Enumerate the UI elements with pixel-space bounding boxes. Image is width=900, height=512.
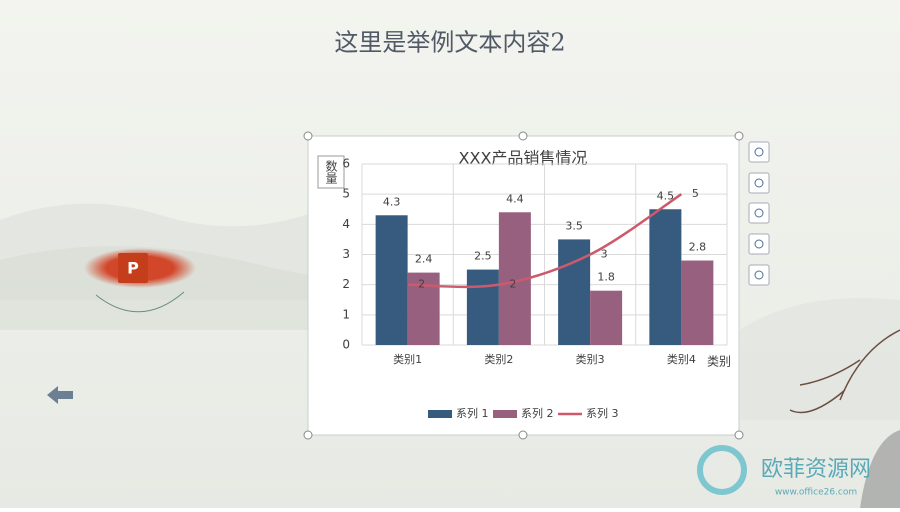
- y-label-box: [317, 155, 345, 189]
- x-tick-label: 类别4: [667, 352, 696, 366]
- data-label: 2.4: [415, 253, 433, 266]
- y-tick-label: 1: [342, 307, 350, 321]
- watermark: 欧菲资源网 www.office26.com: [697, 445, 871, 498]
- tool-icon: [754, 178, 764, 188]
- resize-handle[interactable]: [303, 430, 313, 440]
- tool-icon: [754, 147, 764, 157]
- watermark-logo: [697, 445, 747, 495]
- legend-label: 系列 3: [586, 406, 619, 420]
- x-tick-label: 类别1: [393, 352, 422, 366]
- data-label: 2.8: [689, 241, 707, 254]
- x-axis-label: 类别: [707, 355, 731, 369]
- legend-swatch: [493, 410, 517, 418]
- back-arrow[interactable]: [47, 386, 73, 404]
- branch: [789, 329, 900, 414]
- bar: [681, 260, 714, 345]
- y-tick-label: 0: [342, 338, 350, 352]
- data-label: 4.5: [657, 189, 675, 202]
- data-label: 5: [692, 187, 699, 200]
- data-label: 3: [601, 248, 608, 261]
- bar: [590, 290, 623, 345]
- tool-button[interactable]: [748, 172, 770, 194]
- data-label: 1.8: [597, 271, 615, 284]
- mountain: [740, 298, 900, 420]
- tool-button[interactable]: [748, 141, 770, 163]
- chart-title: XXX产品销售情况: [459, 149, 588, 168]
- tool-button[interactable]: [748, 202, 770, 224]
- tool-button[interactable]: [748, 264, 770, 286]
- data-label: 2.5: [474, 250, 492, 263]
- resize-handle[interactable]: [518, 430, 528, 440]
- data-label: 3.5: [565, 219, 583, 232]
- bar: [649, 209, 682, 345]
- tool-icon: [754, 270, 764, 280]
- watermark-url: www.office26.com: [775, 488, 857, 498]
- y-tick-label: 6: [342, 157, 350, 171]
- legend-label: 系列 1: [456, 406, 489, 420]
- tool-button[interactable]: [748, 233, 770, 255]
- ppt-arc: [95, 291, 185, 313]
- selection-handles: [303, 131, 744, 440]
- y-axis-label: 数量: [324, 159, 338, 184]
- x-tick-label: 类别3: [576, 352, 605, 366]
- bar: [375, 215, 408, 345]
- resize-handle[interactable]: [734, 430, 744, 440]
- tool-icon: [754, 239, 764, 249]
- y-tick-label: 3: [342, 247, 350, 261]
- slide-title: 这里是举例文本内容2: [334, 29, 565, 57]
- resize-handle[interactable]: [734, 131, 744, 141]
- y-tick-label: 4: [342, 217, 350, 231]
- data-label: 2: [509, 278, 516, 291]
- resize-handle[interactable]: [303, 131, 313, 141]
- data-label: 4.3: [383, 195, 401, 208]
- ppt-icon: [118, 253, 148, 283]
- x-tick-label: 类别2: [484, 352, 513, 366]
- data-label: 4.4: [506, 192, 524, 205]
- y-tick-label: 5: [342, 187, 350, 201]
- watermark-name: 欧菲资源网: [761, 457, 871, 482]
- line: [407, 193, 683, 289]
- tool-icon: [754, 208, 764, 218]
- y-tick-label: 2: [342, 277, 350, 291]
- chart-tools: [748, 141, 770, 286]
- resize-handle[interactable]: [518, 131, 528, 141]
- rock: [860, 430, 900, 508]
- ppt-icon-letter: P: [127, 259, 139, 278]
- bar: [558, 239, 591, 345]
- legend-label: 系列 2: [521, 406, 554, 420]
- legend-swatch: [428, 410, 452, 418]
- data-label: 2: [418, 278, 425, 291]
- bar: [466, 269, 499, 345]
